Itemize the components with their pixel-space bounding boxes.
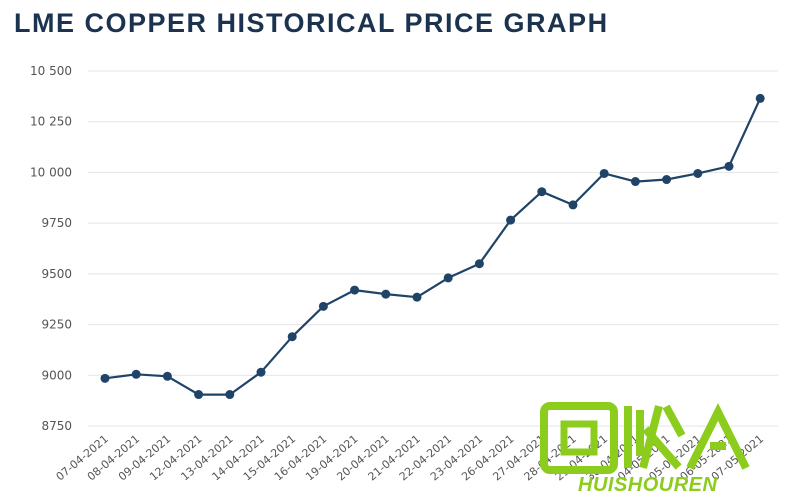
watermark-box-icon: [540, 402, 618, 474]
y-tick-label: 10 500: [30, 64, 72, 78]
y-tick-label: 9500: [41, 267, 72, 281]
data-point: [381, 289, 391, 299]
data-point: [755, 93, 765, 103]
y-axis-ticks: 8750 9000 9250 9500 9750 10 000 10 250 10 500: [30, 64, 72, 433]
y-tick-label: 8750: [41, 419, 72, 433]
data-point: [537, 187, 547, 197]
data-point: [287, 332, 297, 342]
chart-title: LME COPPER HISTORICAL PRICE GRAPH: [14, 8, 609, 38]
watermark-inner-icon: [560, 420, 598, 456]
data-point: [443, 273, 453, 283]
series-line-layer: [104, 97, 762, 396]
data-point: [599, 168, 609, 178]
gridlines: [88, 70, 778, 427]
watermark-arrow-icon: [686, 403, 750, 470]
data-point: [194, 390, 204, 400]
series-points: [100, 93, 765, 400]
data-point: [568, 200, 578, 210]
data-point: [474, 259, 484, 269]
data-point: [162, 371, 172, 381]
data-point: [225, 390, 235, 400]
data-point: [256, 367, 266, 377]
data-point: [412, 292, 422, 302]
data-point: [662, 175, 672, 185]
data-point: [131, 369, 141, 379]
data-point: [630, 177, 640, 187]
watermark-glyph-icon: [624, 404, 686, 470]
y-tick-label: 9000: [41, 368, 72, 382]
data-point: [100, 373, 110, 383]
series-line: [104, 97, 762, 396]
y-tick-label: 9250: [41, 318, 72, 332]
y-tick-label: 10 000: [30, 165, 72, 179]
data-point: [724, 161, 734, 171]
y-tick-label: 10 250: [30, 115, 72, 129]
watermark-brand: HUISHOUREN: [578, 474, 718, 496]
data-point: [350, 285, 360, 295]
data-point: [318, 301, 328, 311]
data-point: [506, 215, 516, 225]
y-tick-label: 9750: [41, 216, 72, 230]
data-point: [693, 168, 703, 178]
watermark-logo: [540, 402, 750, 474]
